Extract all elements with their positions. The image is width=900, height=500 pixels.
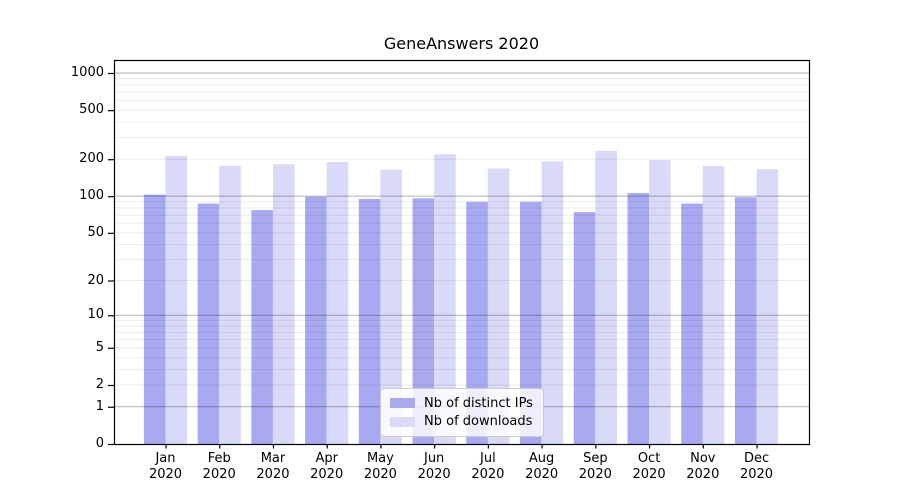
x-tick-label-apr: Apr 2020 — [295, 451, 359, 483]
year-label: 2020 — [363, 467, 397, 482]
month-label: Jul — [480, 451, 496, 466]
x-tick-label-feb: Feb 2020 — [187, 451, 251, 483]
x-tick-label-dec: Dec 2020 — [725, 451, 789, 483]
bar-downloads-may — [380, 169, 403, 444]
month-label: Jun — [423, 451, 445, 466]
bar-distinct-ips-oct — [627, 193, 650, 444]
bar-distinct-ips-feb — [197, 203, 220, 444]
legend: Nb of distinct IPs Nb of downloads — [380, 388, 544, 437]
bar-distinct-ips-may — [358, 198, 381, 444]
legend-swatch-downloads — [390, 416, 415, 427]
x-tick-label-jan: Jan 2020 — [134, 451, 198, 483]
bar-downloads-jul — [487, 168, 510, 445]
bar-distinct-ips-jun — [412, 198, 435, 444]
bar-distinct-ips-nov — [681, 203, 703, 444]
month-label: Dec — [743, 451, 770, 466]
bar-distinct-ips-apr — [305, 196, 327, 444]
bar-distinct-ips-mar — [251, 210, 273, 444]
x-tick-label-jul: Jul 2020 — [456, 451, 520, 483]
bar-distinct-ips-jan — [143, 194, 166, 444]
y-tick-label-20: 20 — [87, 272, 104, 288]
month-label: Aug — [528, 451, 555, 466]
bar-downloads-nov — [702, 166, 725, 445]
x-tick-label-sep: Sep 2020 — [563, 451, 627, 483]
bar-downloads-jun — [434, 154, 456, 444]
y-tick-label-50: 50 — [87, 224, 104, 240]
y-tick-label-5: 5 — [95, 339, 104, 355]
year-label: 2020 — [578, 467, 612, 482]
month-label: Sep — [583, 451, 608, 466]
year-label: 2020 — [148, 467, 183, 482]
month-label: Mar — [260, 451, 286, 466]
y-tick-label-0: 0 — [95, 436, 104, 451]
y-tick-label-200: 200 — [79, 151, 104, 167]
month-label: Feb — [207, 451, 231, 466]
year-label: 2020 — [471, 467, 505, 482]
bar-distinct-ips-jul — [466, 201, 488, 444]
y-tick-label-500: 500 — [79, 102, 104, 118]
bar-downloads-feb — [219, 165, 241, 444]
y-tick-label-10: 10 — [87, 307, 104, 323]
year-label: 2020 — [525, 467, 559, 482]
month-label: Jan — [155, 451, 176, 466]
month-label: Nov — [690, 451, 716, 466]
year-label: 2020 — [256, 467, 290, 482]
month-label: Oct — [637, 451, 661, 466]
y-tick-label-1: 1 — [95, 398, 104, 414]
year-label: 2020 — [310, 467, 344, 482]
month-label: Apr — [315, 451, 338, 466]
x-tick-label-nov: Nov 2020 — [671, 451, 735, 483]
legend-label-downloads: Nb of downloads — [424, 414, 533, 430]
bar-downloads-jan — [165, 155, 188, 444]
legend-label-distinct-ips: Nb of distinct IPs — [424, 395, 533, 411]
chart-title: GeneAnswers 2020 — [383, 34, 540, 53]
x-tick-label-mar: Mar 2020 — [241, 451, 305, 483]
x-tick-label-oct: Oct 2020 — [617, 451, 681, 483]
y-tick-label-2: 2 — [95, 377, 104, 392]
bar-downloads-aug — [541, 161, 564, 444]
legend-row-distinct-ips: Nb of distinct IPs — [390, 396, 534, 411]
x-tick-label-may: May 2020 — [348, 451, 412, 483]
year-label: 2020 — [417, 467, 451, 482]
bar-downloads-apr — [326, 161, 349, 444]
y-tick-label-1000: 1000 — [70, 64, 104, 80]
year-label: 2020 — [686, 467, 720, 482]
bar-downloads-oct — [649, 160, 671, 445]
y-tick-label-100: 100 — [79, 188, 104, 204]
x-tick-label-jun: Jun 2020 — [402, 451, 466, 483]
legend-swatch-distinct-ips — [390, 398, 415, 409]
x-tick-label-aug: Aug 2020 — [510, 451, 574, 483]
legend-row-downloads: Nb of downloads — [390, 414, 534, 429]
bar-downloads-sep — [595, 150, 617, 445]
bar-distinct-ips-sep — [573, 212, 596, 444]
year-label: 2020 — [739, 467, 774, 482]
year-label: 2020 — [632, 467, 666, 482]
plot-border — [113, 59, 811, 446]
bar-distinct-ips-aug — [520, 201, 542, 444]
year-label: 2020 — [202, 467, 236, 482]
bar-downloads-dec — [756, 169, 779, 444]
bar-downloads-mar — [272, 164, 295, 444]
bar-distinct-ips-dec — [734, 197, 757, 444]
month-label: May — [366, 451, 394, 466]
